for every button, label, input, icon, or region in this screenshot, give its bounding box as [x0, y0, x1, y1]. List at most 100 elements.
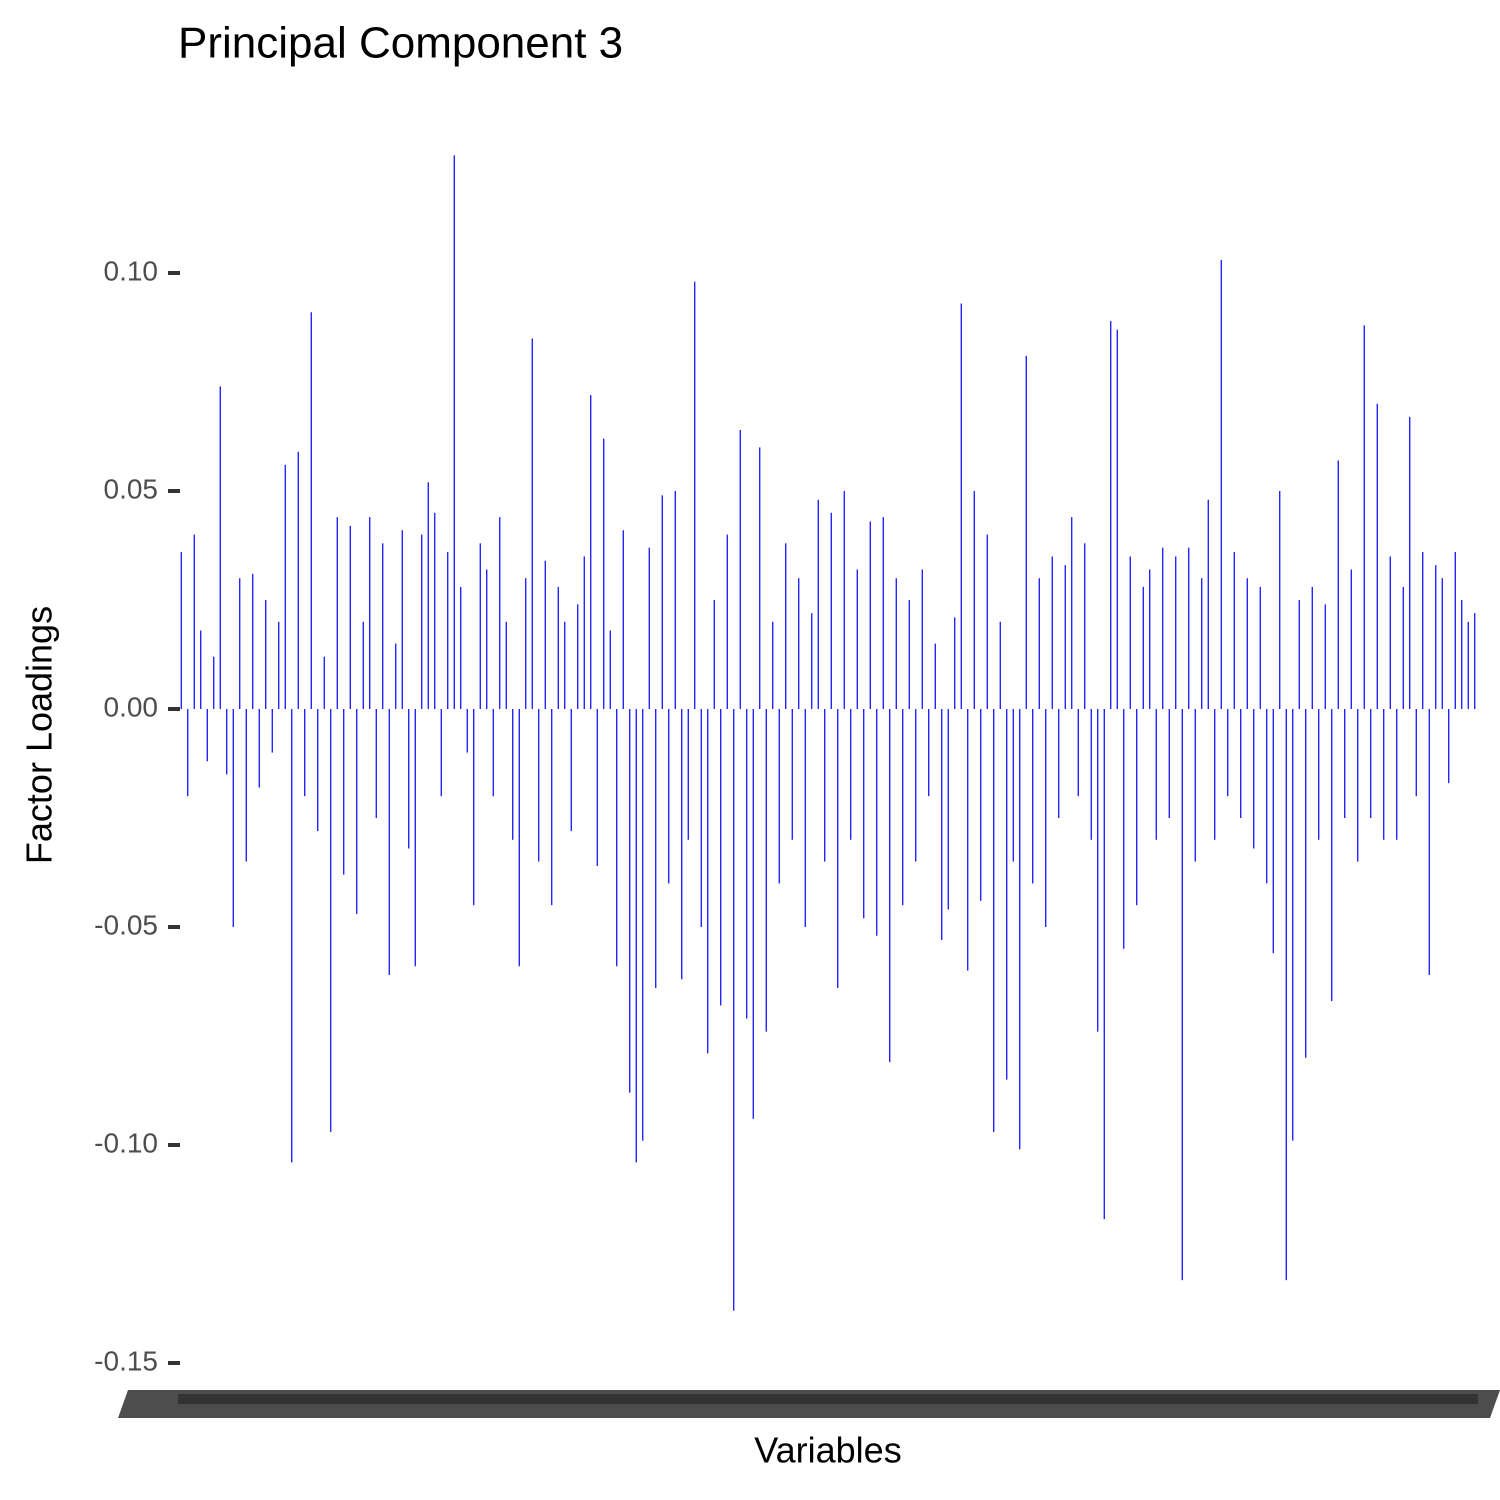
bar	[427, 482, 429, 709]
bar	[1012, 709, 1014, 862]
bar	[1311, 586, 1313, 709]
bar	[850, 709, 852, 840]
bar	[1240, 709, 1242, 818]
bar	[1123, 709, 1125, 949]
bar	[1292, 709, 1294, 1141]
bar	[817, 499, 819, 709]
bar	[915, 709, 917, 862]
bar	[466, 709, 468, 753]
bar	[889, 709, 891, 1063]
bar	[492, 709, 494, 797]
bar	[1285, 709, 1287, 1281]
bar	[655, 709, 657, 989]
bar	[265, 600, 267, 709]
bar	[1194, 709, 1196, 862]
bar	[1331, 709, 1333, 1002]
bar	[1337, 460, 1339, 709]
bar	[798, 578, 800, 709]
bar	[765, 709, 767, 1032]
bar	[317, 709, 319, 832]
bar	[1259, 586, 1261, 709]
bar	[245, 709, 247, 862]
bar	[193, 534, 195, 709]
bar	[336, 517, 338, 709]
y-axis-label: Factor Loadings	[19, 606, 60, 864]
bar	[934, 643, 936, 709]
bar	[291, 709, 293, 1163]
bar	[622, 530, 624, 709]
bar	[330, 709, 332, 1132]
bar	[726, 534, 728, 709]
bar	[1266, 709, 1268, 884]
bar	[1402, 586, 1404, 709]
bar	[980, 709, 982, 901]
bar	[1116, 329, 1118, 709]
bar	[577, 604, 579, 709]
bar	[1142, 586, 1144, 709]
bar	[1136, 709, 1138, 906]
bar	[642, 709, 644, 1141]
bar	[395, 643, 397, 709]
bar	[284, 464, 286, 709]
bar	[349, 525, 351, 709]
bar	[733, 709, 735, 1311]
bar	[1084, 543, 1086, 709]
bar	[1103, 709, 1105, 1220]
bar	[1454, 552, 1456, 709]
bar	[1168, 709, 1170, 818]
bar	[1441, 578, 1443, 709]
bar	[375, 709, 377, 818]
bar	[1389, 556, 1391, 709]
bar	[1214, 709, 1216, 840]
bar	[304, 709, 306, 797]
bar	[1376, 403, 1378, 709]
bar	[1422, 552, 1424, 709]
bar	[200, 630, 202, 709]
bar	[414, 709, 416, 967]
bar	[460, 586, 462, 709]
bar	[1110, 320, 1112, 709]
bar	[648, 547, 650, 709]
bar	[720, 709, 722, 1006]
bar	[570, 709, 572, 832]
bar	[473, 709, 475, 906]
bar	[1207, 499, 1209, 709]
bar	[993, 709, 995, 1132]
bar	[1149, 569, 1151, 709]
bar	[252, 573, 254, 709]
bar	[824, 709, 826, 862]
chart-title: Principal Component 3	[178, 19, 623, 68]
bar	[531, 338, 533, 709]
bar	[206, 709, 208, 762]
y-tick-label: -0.15	[94, 1345, 158, 1376]
bar	[512, 709, 514, 840]
bar	[388, 709, 390, 975]
bar	[1064, 565, 1066, 709]
y-tick-label: -0.05	[94, 909, 158, 940]
bar	[772, 621, 774, 709]
y-tick-label: 0.00	[104, 691, 159, 722]
bar	[882, 517, 884, 709]
bar	[1019, 709, 1021, 1150]
bar	[564, 621, 566, 709]
bar	[180, 552, 182, 709]
bar	[785, 543, 787, 709]
bar	[629, 709, 631, 1093]
bar	[1363, 325, 1365, 709]
bar	[518, 709, 520, 967]
bar	[271, 709, 273, 753]
bar	[213, 656, 215, 709]
bar	[791, 709, 793, 840]
bar	[187, 709, 189, 797]
bar	[382, 543, 384, 709]
bar	[440, 709, 442, 797]
bar	[226, 709, 228, 775]
bar	[759, 447, 761, 709]
bar	[603, 438, 605, 709]
bar	[1396, 709, 1398, 840]
bar	[1045, 709, 1047, 927]
bar	[551, 709, 553, 906]
bar	[1220, 259, 1222, 709]
bar	[447, 552, 449, 709]
